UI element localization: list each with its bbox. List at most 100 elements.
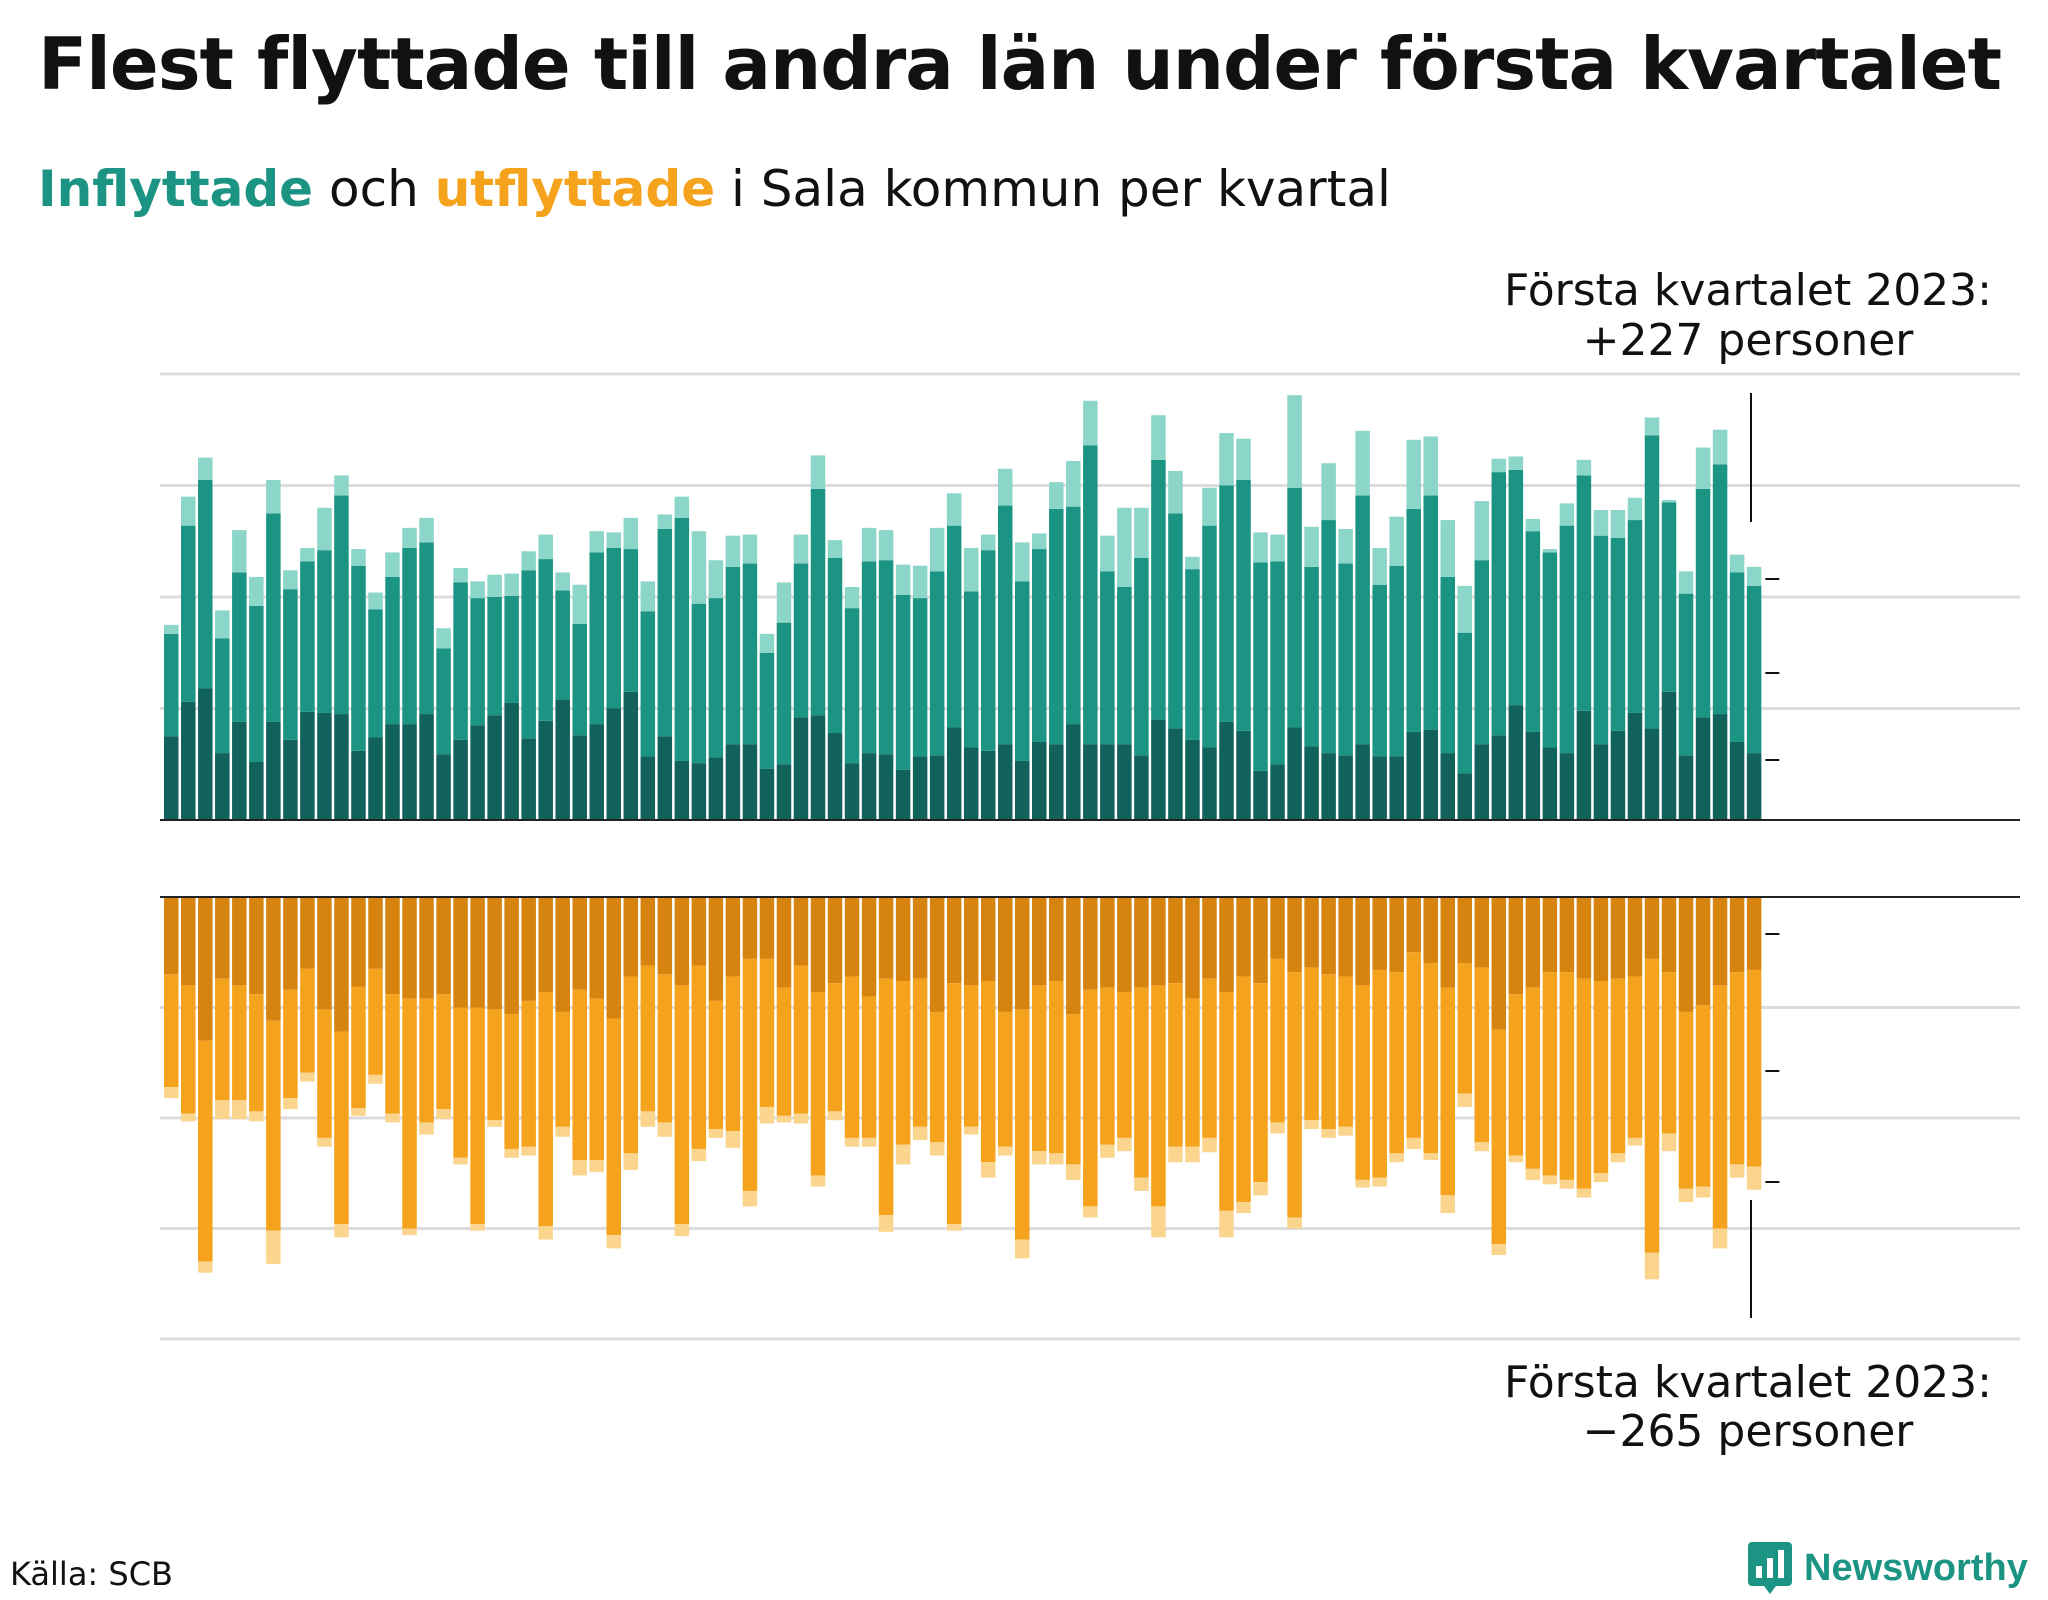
bar-out-own-county [1542,897,1558,973]
bar-in-immigration [283,570,298,590]
bar-out-other-counties [1338,976,1353,1127]
bar-out-emigration [1576,1188,1592,1198]
bar-in-immigration [1525,518,1541,532]
bar-out-emigration [1338,1126,1353,1136]
bar-out-emigration [1389,1153,1404,1163]
bar-out-own-county [1151,897,1166,986]
bar-in-immigration [946,493,962,526]
bar-out-emigration [521,1146,536,1156]
bar-out-own-county [317,897,332,1010]
bar-in-immigration [708,560,724,599]
bar-out-other-counties [572,989,587,1160]
bar-out-own-county [521,897,536,1001]
bar-in-immigration [1287,395,1302,488]
bar-in-other-counties [691,603,707,764]
bar-out-own-county [436,897,451,995]
bar-in-other-counties [198,479,213,689]
bar-in-other-counties [1491,472,1507,736]
bar-out-other-counties [1525,987,1541,1169]
bar-out-other-counties [810,992,826,1176]
bar-in-own-county [1712,714,1728,820]
bar-in-own-county [606,708,622,820]
bar-out-emigration [368,1074,383,1084]
bar-in-immigration [1083,400,1098,446]
bar-in-immigration [436,628,451,649]
bar-out-other-counties [980,980,996,1163]
bar-in-immigration [861,527,877,562]
bar-out-own-county [504,897,519,1015]
bar-in-own-county [844,763,860,820]
bar-out-other-counties [1678,1011,1694,1189]
bar-out-emigration [538,1226,553,1240]
bar-in-own-county [538,720,553,820]
bar-out-emigration [1202,1137,1217,1153]
bar-in-other-counties [1644,435,1660,729]
bar-in-own-county [810,715,826,820]
bar-out-own-county [1015,897,1030,1010]
bar-in-other-counties [1559,525,1575,754]
bar-in-immigration [1236,438,1251,480]
bar-in-own-county [1593,744,1609,820]
bar-out-own-county [1083,897,1098,990]
bar-out-emigration [1593,1173,1609,1183]
bar-in-other-counties [283,589,298,740]
bar-in-immigration [878,530,894,561]
bar-out-emigration [1508,1155,1524,1163]
bar-in-other-counties [1406,508,1421,732]
bar-in-other-counties [793,563,809,718]
bar-out-own-county [470,897,485,1008]
bar-in-own-county [504,702,519,820]
bar-in-own-county [368,737,383,820]
bar-in-own-county [470,725,485,820]
bar-in-own-county [1525,731,1541,820]
bar-in-immigration [453,568,468,583]
bar-out-own-county [742,897,758,959]
bar-in-own-county [249,762,264,820]
bar-out-own-county [1661,897,1677,973]
bar-out-other-counties [997,1011,1013,1147]
bar-out-own-county [1627,897,1643,977]
top-annotation-line1: Första kvartalet 2023: [1504,265,1992,316]
bar-out-emigration [1661,1133,1677,1152]
bar-out-other-counties [385,994,400,1114]
bar-out-other-counties [1440,987,1455,1196]
bar-out-other-counties [1372,969,1387,1178]
bar-in-own-county [1168,728,1183,820]
bar-out-other-counties [1015,1009,1030,1240]
bar-in-own-county [1270,764,1285,820]
bar-out-emigration [283,1098,298,1110]
bar-in-immigration [1457,585,1473,633]
bar-in-immigration [929,527,945,572]
bar-out-own-county [1304,897,1319,968]
bar-out-own-county [929,897,945,1012]
bar-in-other-counties [232,572,247,722]
bar-out-other-counties [555,1011,570,1127]
bar-in-immigration [1729,554,1745,573]
bar-in-other-counties [589,552,604,725]
bar-in-immigration [1321,463,1336,521]
bar-in-other-counties [946,525,962,728]
bar-out-emigration [963,1126,979,1135]
bar-in-own-county [946,727,962,820]
bar-out-emigration [997,1146,1013,1156]
bar-out-emigration [504,1148,519,1158]
bar-in-own-county [1491,735,1507,820]
bar-out-emigration [164,1087,179,1099]
bar-in-other-counties [725,566,741,745]
bar-out-other-counties [1236,976,1251,1202]
bar-in-other-counties [487,597,502,716]
bar-out-emigration [1627,1137,1643,1146]
bar-out-own-county [283,897,298,990]
bar-out-other-counties [1610,978,1626,1154]
bar-out-emigration [1185,1146,1200,1163]
bar-in-immigration [538,534,553,560]
bar-out-other-counties [1627,976,1643,1138]
bar-in-immigration [997,468,1013,506]
bar-in-own-county [453,739,468,820]
bar-in-other-counties [1151,459,1166,720]
bar-in-own-county [929,755,945,820]
bar-in-other-counties [759,652,775,769]
bar-out-other-counties [1032,985,1047,1152]
bar-out-other-counties [181,985,196,1114]
bar-in-immigration [640,581,656,612]
